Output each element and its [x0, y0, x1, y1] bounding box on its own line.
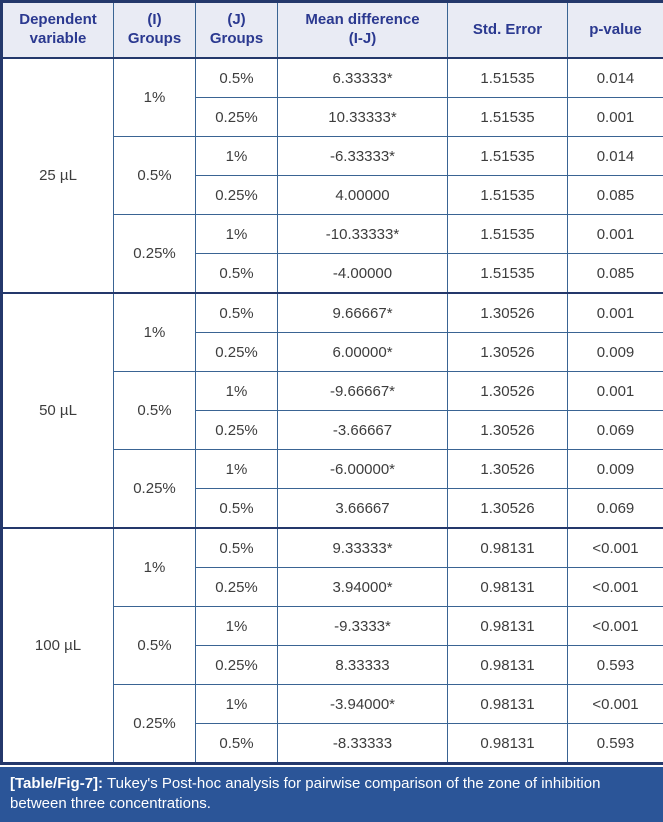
p-value-cell: 0.014	[568, 58, 663, 98]
p-value-cell: <0.001	[568, 568, 663, 607]
std-error-cell: 0.98131	[448, 724, 568, 764]
j-group-cell: 0.25%	[196, 333, 278, 372]
p-value-cell: 0.069	[568, 489, 663, 529]
column-header-i-groups: (I) Groups	[114, 2, 196, 59]
j-group-cell: 0.5%	[196, 489, 278, 529]
i-group-cell: 1%	[114, 528, 196, 607]
mean-diff-cell: 10.33333*	[278, 98, 448, 137]
j-group-cell: 0.25%	[196, 176, 278, 215]
table-row: 100 µL 1% 0.5% 9.33333* 0.98131 <0.001	[2, 528, 663, 568]
p-value-cell: 0.593	[568, 646, 663, 685]
mean-diff-cell: 9.33333*	[278, 528, 448, 568]
mean-diff-cell: 8.33333	[278, 646, 448, 685]
std-error-cell: 1.30526	[448, 411, 568, 450]
i-group-cell: 0.5%	[114, 372, 196, 450]
j-group-cell: 1%	[196, 685, 278, 724]
p-value-cell: <0.001	[568, 685, 663, 724]
std-error-cell: 0.98131	[448, 528, 568, 568]
j-group-cell: 1%	[196, 450, 278, 489]
j-group-cell: 0.25%	[196, 646, 278, 685]
dependent-variable-cell: 50 µL	[2, 293, 114, 528]
mean-diff-cell: 3.94000*	[278, 568, 448, 607]
mean-diff-cell: -9.66667*	[278, 372, 448, 411]
mean-diff-cell: -6.33333*	[278, 137, 448, 176]
table-row: 25 µL 1% 0.5% 6.33333* 1.51535 0.014	[2, 58, 663, 98]
mean-diff-cell: 4.00000	[278, 176, 448, 215]
j-group-cell: 0.5%	[196, 254, 278, 294]
p-value-cell: 0.009	[568, 450, 663, 489]
mean-diff-cell: -10.33333*	[278, 215, 448, 254]
mean-diff-cell: -9.3333*	[278, 607, 448, 646]
mean-diff-cell: 6.00000*	[278, 333, 448, 372]
p-value-cell: 0.593	[568, 724, 663, 764]
j-group-cell: 0.25%	[196, 98, 278, 137]
table-header: Dependent variable (I) Groups (J) Groups…	[2, 2, 663, 59]
p-value-cell: 0.085	[568, 176, 663, 215]
std-error-cell: 0.98131	[448, 607, 568, 646]
j-group-cell: 0.25%	[196, 568, 278, 607]
std-error-cell: 1.51535	[448, 58, 568, 98]
mean-diff-cell: -8.33333	[278, 724, 448, 764]
p-value-cell: 0.001	[568, 215, 663, 254]
std-error-cell: 1.51535	[448, 215, 568, 254]
i-group-cell: 0.25%	[114, 215, 196, 294]
j-group-cell: 1%	[196, 607, 278, 646]
figure-caption: [Table/Fig-7]:Tukey's Post-hoc analysis …	[0, 767, 663, 822]
column-header-mean-difference: Mean difference (I-J)	[278, 2, 448, 59]
i-group-cell: 0.25%	[114, 450, 196, 529]
std-error-cell: 1.30526	[448, 333, 568, 372]
j-group-cell: 0.25%	[196, 411, 278, 450]
p-value-cell: 0.001	[568, 372, 663, 411]
dependent-variable-cell: 25 µL	[2, 58, 114, 293]
j-group-cell: 0.5%	[196, 58, 278, 98]
j-group-cell: 1%	[196, 215, 278, 254]
mean-diff-cell: 3.66667	[278, 489, 448, 529]
std-error-cell: 1.30526	[448, 372, 568, 411]
column-header-j-groups: (J) Groups	[196, 2, 278, 59]
std-error-cell: 0.98131	[448, 568, 568, 607]
std-error-cell: 0.98131	[448, 685, 568, 724]
mean-diff-cell: -6.00000*	[278, 450, 448, 489]
i-group-cell: 1%	[114, 293, 196, 372]
p-value-cell: 0.069	[568, 411, 663, 450]
std-error-cell: 1.51535	[448, 254, 568, 294]
column-header-p-value: p-value	[568, 2, 663, 59]
i-group-cell: 1%	[114, 58, 196, 137]
p-value-cell: 0.085	[568, 254, 663, 294]
std-error-cell: 1.30526	[448, 450, 568, 489]
table-figure: Dependent variable (I) Groups (J) Groups…	[0, 0, 663, 749]
i-group-cell: 0.5%	[114, 137, 196, 215]
column-header-std-error: Std. Error	[448, 2, 568, 59]
column-header-dependent-variable: Dependent variable	[2, 2, 114, 59]
mean-diff-cell: 9.66667*	[278, 293, 448, 333]
mean-diff-cell: -3.66667	[278, 411, 448, 450]
posthoc-table: Dependent variable (I) Groups (J) Groups…	[0, 0, 663, 765]
std-error-cell: 1.51535	[448, 137, 568, 176]
j-group-cell: 0.5%	[196, 528, 278, 568]
p-value-cell: 0.009	[568, 333, 663, 372]
j-group-cell: 1%	[196, 372, 278, 411]
j-group-cell: 1%	[196, 137, 278, 176]
caption-label: [Table/Fig-7]:	[10, 775, 103, 792]
p-value-cell: 0.014	[568, 137, 663, 176]
p-value-cell: <0.001	[568, 528, 663, 568]
j-group-cell: 0.5%	[196, 293, 278, 333]
p-value-cell: 0.001	[568, 98, 663, 137]
p-value-cell: <0.001	[568, 607, 663, 646]
std-error-cell: 1.51535	[448, 176, 568, 215]
i-group-cell: 0.25%	[114, 685, 196, 764]
mean-diff-cell: -4.00000	[278, 254, 448, 294]
mean-diff-cell: -3.94000*	[278, 685, 448, 724]
dependent-variable-cell: 100 µL	[2, 528, 114, 764]
std-error-cell: 1.30526	[448, 293, 568, 333]
p-value-cell: 0.001	[568, 293, 663, 333]
table-row: 50 µL 1% 0.5% 9.66667* 1.30526 0.001	[2, 293, 663, 333]
std-error-cell: 0.98131	[448, 646, 568, 685]
j-group-cell: 0.5%	[196, 724, 278, 764]
mean-diff-cell: 6.33333*	[278, 58, 448, 98]
std-error-cell: 1.51535	[448, 98, 568, 137]
std-error-cell: 1.30526	[448, 489, 568, 529]
i-group-cell: 0.5%	[114, 607, 196, 685]
